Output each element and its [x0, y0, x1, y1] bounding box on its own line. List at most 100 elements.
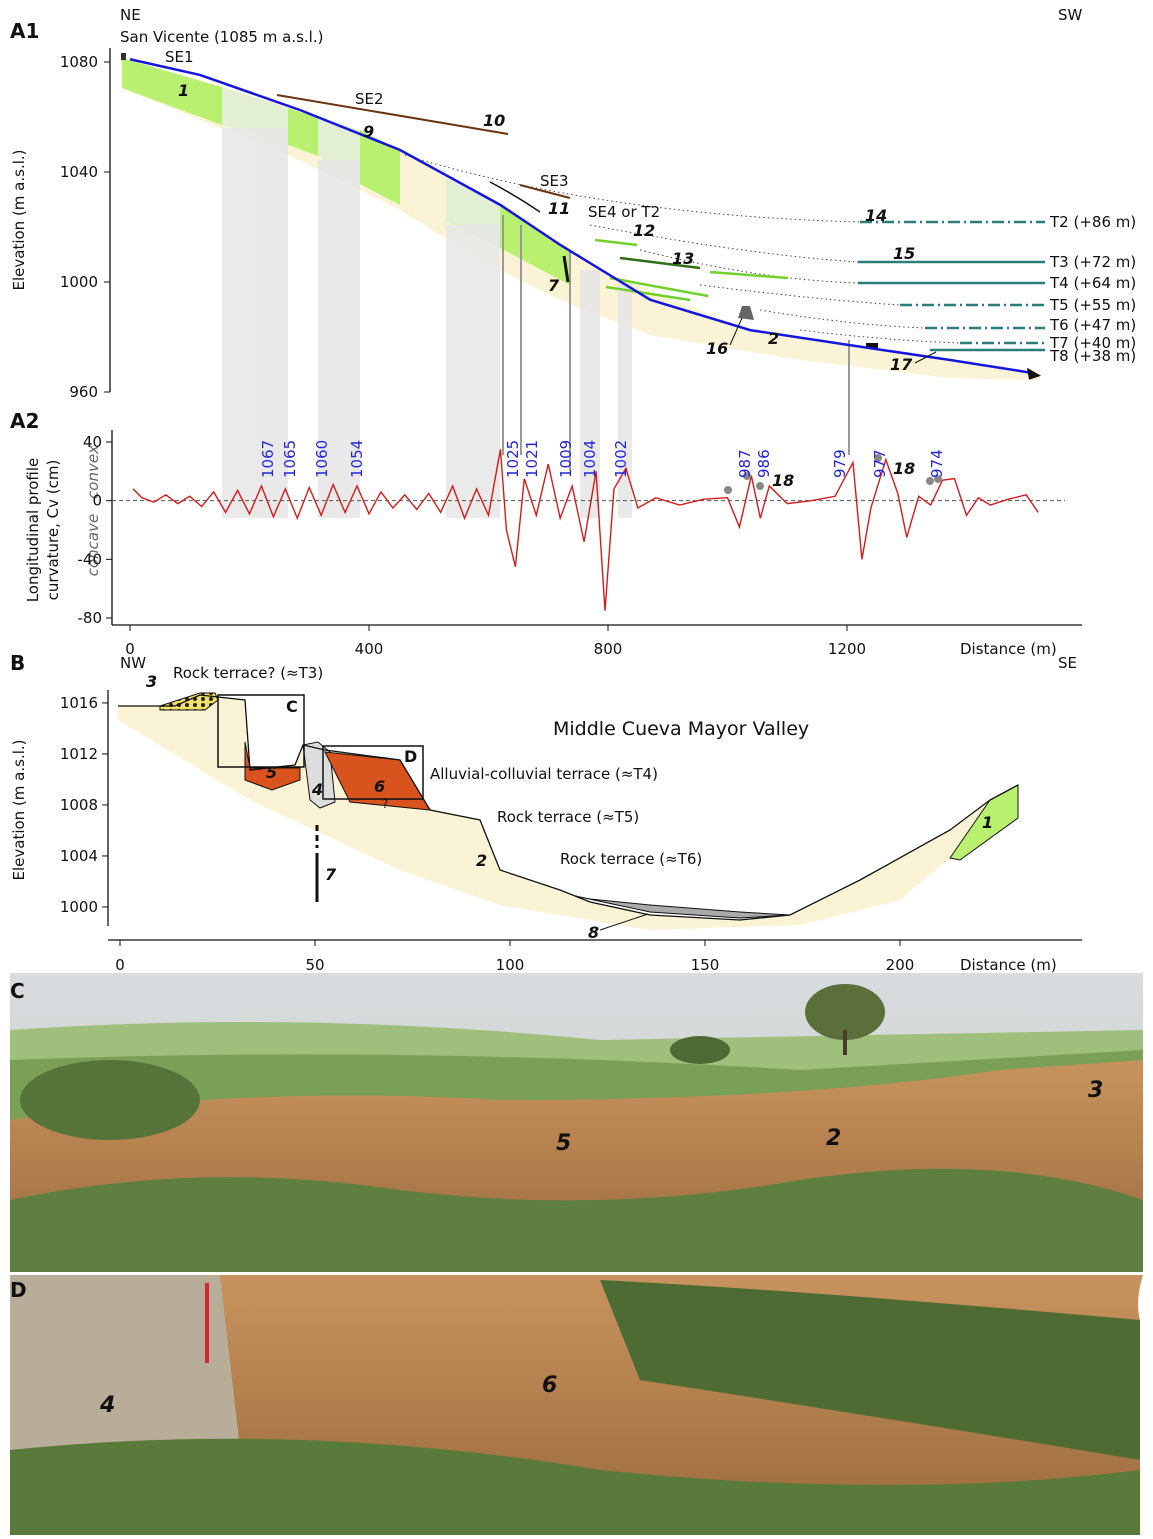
- deposit-17: [866, 343, 878, 348]
- x-tick-label: 100: [496, 956, 525, 974]
- x-tick-label: 150: [691, 956, 720, 974]
- unit-label: 1: [982, 813, 993, 832]
- convex-label: convex: [84, 445, 102, 499]
- unit-label: 10: [483, 111, 505, 130]
- x-tick-label: 0: [125, 640, 135, 658]
- limestone: [122, 58, 570, 285]
- y-tick-label: 1012: [60, 745, 98, 763]
- guide-lines: [502, 215, 850, 470]
- y-tick-label: -80: [78, 609, 103, 627]
- peak-label: 1060: [313, 440, 331, 478]
- peak-label: 1067: [259, 440, 277, 478]
- x-tick-label: 800: [594, 640, 623, 658]
- fault-7: [562, 255, 570, 283]
- surface-se3: [519, 184, 571, 199]
- direction: SE: [1058, 654, 1077, 672]
- leader: [729, 317, 743, 346]
- leader: [914, 351, 937, 364]
- unit-label: 5: [266, 763, 277, 782]
- peak-label: 1021: [523, 440, 541, 478]
- panel-b: B NW SE Elevation (m a.s.l.) Distance (m…: [10, 651, 1082, 974]
- gray-bands: [222, 128, 632, 518]
- deposit-4: [302, 741, 336, 809]
- surface-label: SE2: [355, 90, 384, 108]
- y-tick-label: 1000: [60, 273, 98, 291]
- deposit-16: [738, 306, 754, 320]
- site-label: San Vicente (1085 m a.s.l.): [120, 28, 323, 46]
- direction: SW: [1058, 6, 1083, 24]
- peak-label: 979: [831, 449, 849, 478]
- feature-label: Rock terrace (≈T6): [560, 850, 702, 868]
- photo-c: [10, 973, 1143, 1272]
- terrace-lines: [594, 220, 1045, 352]
- box-c: [217, 694, 305, 768]
- unit-label: 16: [706, 339, 728, 358]
- y-tick-label: -40: [78, 550, 103, 568]
- unit-label: 1: [178, 81, 189, 100]
- unit-label: 17: [890, 355, 913, 374]
- peak-label: 974: [928, 449, 946, 478]
- unit-label: 3: [146, 672, 157, 691]
- unit-label: 18: [893, 459, 915, 478]
- panel-label: A1: [10, 19, 39, 43]
- peak-label: 987: [736, 449, 754, 478]
- panel-a1: A1 NE SW San Vicente (1085 m a.s.l.) Ele…: [10, 6, 1083, 518]
- direction: NE: [120, 6, 141, 24]
- x-tick-label: 0: [115, 956, 125, 974]
- unit-label: 5: [556, 1131, 571, 1156]
- unit-label: 3: [1088, 1078, 1103, 1103]
- unit-label: 18: [772, 471, 794, 490]
- unit-label: 6: [542, 1373, 557, 1398]
- panel-a2: A2 Longitudinal profile curvature, Cv (c…: [10, 409, 1082, 658]
- y-tick-label: 1040: [60, 163, 98, 181]
- unit-label: 14: [865, 206, 887, 225]
- feature-label: Alluvial-colluvial terrace (≈T4): [430, 765, 658, 783]
- arrow-head: [1027, 367, 1042, 380]
- y-tick-label: 960: [69, 383, 98, 401]
- unit-label: 12: [633, 221, 655, 240]
- unit-label: 7: [548, 276, 560, 295]
- deposit-8: [574, 895, 791, 919]
- y-axis-label: curvature, Cv (cm): [44, 460, 62, 601]
- y-tick-label: 1000: [60, 898, 98, 916]
- terrace-label: T7 (+40 m): [1049, 334, 1136, 352]
- direction: NW: [120, 654, 146, 672]
- x-axis-label: Distance (m): [960, 956, 1057, 974]
- unit-label: ?: [382, 797, 388, 811]
- x-tick-label: 1200: [828, 640, 866, 658]
- leader: [599, 913, 649, 931]
- surface-se2: [276, 94, 509, 135]
- unit-label: 15: [893, 244, 915, 263]
- y-tick-label: 40: [83, 433, 102, 451]
- box-d: [322, 745, 424, 800]
- unit-label: 7: [325, 865, 337, 884]
- panel-label: D: [10, 1278, 27, 1302]
- terrace-label: T6 (+47 m): [1049, 316, 1136, 334]
- feature-label: Rock terrace? (≈T3): [173, 664, 323, 682]
- peak-label: 977: [871, 449, 889, 478]
- box-label: C: [286, 697, 298, 716]
- peak-label: 1065: [281, 440, 299, 478]
- unit-label: 8: [588, 923, 599, 942]
- marker-dot: [756, 482, 764, 490]
- unit-label: 2: [768, 329, 779, 348]
- terrace-label: T2 (+86 m): [1049, 213, 1136, 231]
- curvature-line: [132, 449, 1039, 611]
- unit-label: 13: [672, 249, 694, 268]
- surface-label: SE4 or T2: [588, 203, 660, 221]
- y-tick-label: 1016: [60, 694, 98, 712]
- surface-label: SE1: [165, 48, 194, 66]
- unit-label: 4: [99, 1393, 115, 1418]
- terrace-label: T4 (+64 m): [1049, 274, 1136, 292]
- x-axis-label: Distance (m): [960, 640, 1057, 658]
- unit-label: 9: [363, 122, 374, 141]
- peak-label: 1054: [348, 440, 366, 478]
- x-tick-label: 200: [886, 956, 915, 974]
- panel-label: C: [10, 979, 25, 1003]
- section-title: Middle Cueva Mayor Valley: [553, 718, 809, 740]
- panel-label: A2: [10, 409, 39, 433]
- town-marker: [121, 53, 126, 60]
- y-axis-label: Elevation (m a.s.l.): [10, 739, 28, 880]
- marker-dot: [926, 477, 934, 485]
